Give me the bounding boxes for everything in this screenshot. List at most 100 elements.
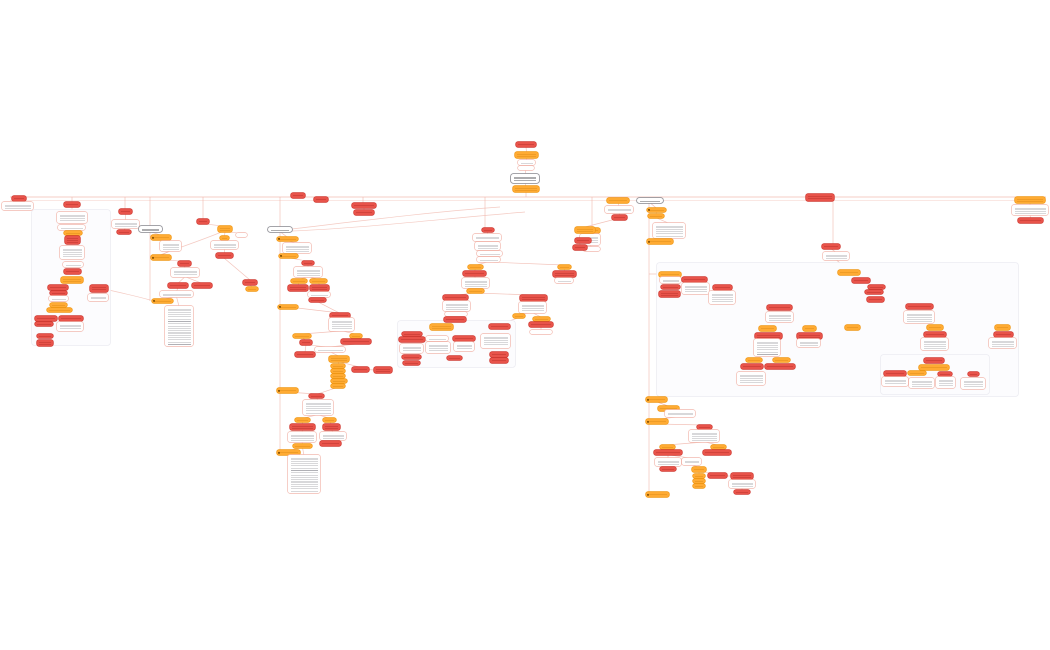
node-red[interactable] <box>64 269 81 274</box>
node-red[interactable] <box>734 490 750 494</box>
node-orange-bullet[interactable] <box>647 239 673 244</box>
node-textbox[interactable] <box>655 458 681 466</box>
node-white[interactable] <box>63 262 83 267</box>
node-red[interactable] <box>490 352 508 357</box>
node-red[interactable] <box>741 364 763 369</box>
node-orange[interactable] <box>773 358 790 362</box>
node-red[interactable] <box>612 215 627 220</box>
node-red[interactable] <box>482 228 494 232</box>
node-red[interactable] <box>806 194 834 201</box>
node-textbox[interactable] <box>729 480 755 488</box>
node-red[interactable] <box>35 322 53 326</box>
node-orange[interactable] <box>759 326 776 331</box>
node-red[interactable] <box>90 285 108 292</box>
node-orange[interactable] <box>331 384 345 388</box>
node-textbox[interactable] <box>936 377 955 388</box>
node-red[interactable] <box>402 332 422 336</box>
node-textbox[interactable] <box>283 243 311 253</box>
node-red[interactable] <box>48 285 68 290</box>
node-red[interactable] <box>50 291 67 295</box>
node-orange[interactable] <box>50 303 67 307</box>
node-textbox[interactable] <box>797 339 820 347</box>
node-red[interactable] <box>59 316 83 321</box>
node-red[interactable] <box>713 285 732 290</box>
node-red[interactable] <box>994 332 1013 337</box>
node-red[interactable] <box>197 219 209 224</box>
node-white[interactable] <box>426 336 448 341</box>
node-textbox[interactable] <box>689 430 719 442</box>
node-red[interactable] <box>868 285 885 289</box>
node-orange-bullet[interactable] <box>277 237 298 241</box>
node-orange[interactable] <box>295 418 310 422</box>
node-orange[interactable] <box>293 444 312 448</box>
node-red[interactable] <box>797 333 822 339</box>
node-group-label[interactable] <box>511 174 539 183</box>
node-orange[interactable] <box>293 334 311 338</box>
node-textbox[interactable] <box>57 322 83 331</box>
node-orange-bullet[interactable] <box>646 419 668 424</box>
node-textbox[interactable] <box>303 400 333 415</box>
node-textbox[interactable] <box>160 291 193 297</box>
node-textbox[interactable] <box>481 334 510 348</box>
node-orange[interactable] <box>927 325 943 330</box>
node-red[interactable] <box>288 285 308 291</box>
node-orange[interactable] <box>659 272 681 277</box>
node-orange[interactable] <box>919 365 949 370</box>
node-white[interactable] <box>518 160 535 165</box>
node-orange[interactable] <box>533 317 550 321</box>
node-textbox[interactable] <box>605 206 633 213</box>
node-red[interactable] <box>884 371 906 376</box>
node-textbox[interactable] <box>2 202 33 210</box>
node-white[interactable] <box>555 278 573 283</box>
node-red[interactable] <box>178 261 191 266</box>
node-orange[interactable] <box>513 186 539 192</box>
node-white[interactable] <box>49 296 68 301</box>
node-textbox[interactable] <box>989 338 1016 348</box>
node-red[interactable] <box>35 316 57 321</box>
node-orange-bullet[interactable] <box>151 235 171 240</box>
node-orange[interactable] <box>47 308 72 312</box>
node-orange-bullet[interactable] <box>277 450 300 455</box>
node-red[interactable] <box>924 358 944 363</box>
node-red[interactable] <box>352 203 376 208</box>
node-orange[interactable] <box>430 324 453 330</box>
node-orange[interactable] <box>468 265 483 269</box>
node-textbox[interactable] <box>308 292 330 297</box>
node-orange[interactable] <box>331 374 345 378</box>
node-orange[interactable] <box>467 289 484 293</box>
node-orange[interactable] <box>908 371 926 375</box>
node-orange[interactable] <box>291 279 307 283</box>
node-textbox[interactable] <box>660 277 681 283</box>
node-orange[interactable] <box>310 279 327 283</box>
node-textbox[interactable] <box>530 330 552 334</box>
node-orange[interactable] <box>331 364 345 368</box>
node-textbox[interactable] <box>171 268 199 277</box>
node-textbox[interactable] <box>58 225 85 230</box>
node-orange[interactable] <box>218 226 232 232</box>
node-group-label[interactable] <box>637 198 663 203</box>
node-orange[interactable] <box>658 406 679 411</box>
node-red[interactable] <box>309 298 326 302</box>
node-group-label[interactable] <box>268 227 292 232</box>
node-red[interactable] <box>216 253 233 258</box>
node-textbox[interactable] <box>665 410 695 417</box>
node-textbox[interactable] <box>57 212 87 223</box>
node-textbox[interactable] <box>909 378 934 388</box>
node-textbox[interactable] <box>329 318 354 331</box>
node-orange[interactable] <box>64 231 82 235</box>
node-textbox[interactable] <box>443 301 470 311</box>
node-red[interactable] <box>490 358 508 363</box>
node-red[interactable] <box>295 352 315 357</box>
node-red[interactable] <box>529 322 553 327</box>
node-white[interactable] <box>583 247 600 251</box>
node-red[interactable] <box>463 271 486 276</box>
node-red[interactable] <box>309 394 324 398</box>
node-red[interactable] <box>660 467 676 471</box>
node-orange[interactable] <box>331 379 347 383</box>
node-red[interactable] <box>243 280 257 285</box>
node-red[interactable] <box>447 356 462 360</box>
node-orange[interactable] <box>838 270 860 275</box>
node-orange[interactable] <box>558 265 571 269</box>
node-red[interactable] <box>682 277 707 282</box>
node-textbox[interactable] <box>211 241 238 249</box>
